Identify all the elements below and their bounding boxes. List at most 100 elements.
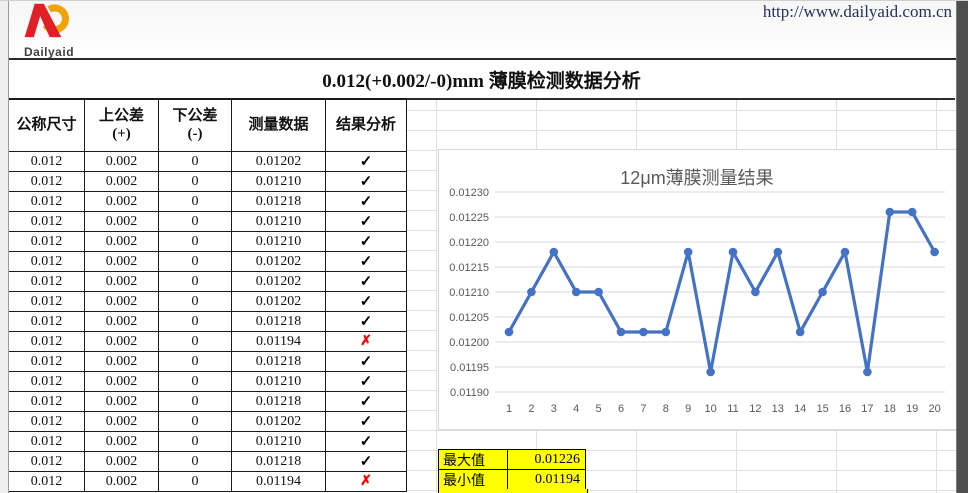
table-cell[interactable]: 0.002 bbox=[85, 452, 159, 472]
table-cell[interactable]: 0 bbox=[159, 292, 232, 312]
result-cell[interactable]: ✓ bbox=[326, 312, 407, 332]
table-cell[interactable]: 0.002 bbox=[85, 252, 159, 272]
table-cell[interactable]: 0 bbox=[159, 412, 232, 432]
table-cell[interactable]: 0.01210 bbox=[232, 372, 326, 392]
result-cell[interactable]: ✓ bbox=[326, 412, 407, 432]
table-cell[interactable]: 0.012 bbox=[9, 292, 85, 312]
table-cell[interactable]: 0.002 bbox=[85, 392, 159, 412]
table-cell[interactable]: 0.002 bbox=[85, 352, 159, 372]
site-url-link[interactable]: http://www.dailyaid.com.cn bbox=[762, 2, 952, 21]
column-header[interactable]: 下公差 (-) bbox=[159, 100, 232, 152]
table-cell[interactable]: 0.012 bbox=[9, 372, 85, 392]
table-cell[interactable]: 0.002 bbox=[85, 212, 159, 232]
table-cell[interactable]: 0.01218 bbox=[232, 452, 326, 472]
column-header[interactable]: 上公差 (+) bbox=[85, 100, 159, 152]
result-cell[interactable]: ✓ bbox=[326, 272, 407, 292]
result-cell[interactable]: ✓ bbox=[326, 172, 407, 192]
result-cell[interactable]: ✗ bbox=[326, 332, 407, 352]
table-cell[interactable]: 0.01218 bbox=[232, 352, 326, 372]
table-cell[interactable]: 0 bbox=[159, 392, 232, 412]
table-cell[interactable]: 0.002 bbox=[85, 332, 159, 352]
column-header[interactable]: 测量数据 bbox=[232, 100, 326, 152]
table-cell[interactable]: 0.01202 bbox=[232, 272, 326, 292]
table-cell[interactable]: 0.012 bbox=[9, 232, 85, 252]
table-cell[interactable]: 0.01210 bbox=[232, 432, 326, 452]
table-cell[interactable]: 0.002 bbox=[85, 472, 159, 492]
table-cell[interactable]: 0.01210 bbox=[232, 172, 326, 192]
table-cell[interactable]: 0.01202 bbox=[232, 412, 326, 432]
table-cell[interactable]: 0.01202 bbox=[232, 252, 326, 272]
result-cell[interactable]: ✓ bbox=[326, 192, 407, 212]
table-cell[interactable]: 0.012 bbox=[9, 212, 85, 232]
table-cell[interactable]: 0.002 bbox=[85, 232, 159, 252]
result-cell[interactable]: ✗ bbox=[326, 472, 407, 492]
table-cell[interactable]: 0.002 bbox=[85, 412, 159, 432]
table-cell[interactable]: 0.01202 bbox=[232, 152, 326, 172]
table-cell[interactable]: 0.01202 bbox=[232, 292, 326, 312]
table-cell[interactable]: 0.01194 bbox=[232, 472, 326, 492]
table-cell[interactable]: 0 bbox=[159, 252, 232, 272]
table-row: 0.012 0.002 0 0.01194 ✗ bbox=[9, 332, 407, 352]
table-cell[interactable]: 0.002 bbox=[85, 432, 159, 452]
table-cell[interactable]: 0.012 bbox=[9, 272, 85, 292]
table-cell[interactable]: 0.002 bbox=[85, 192, 159, 212]
table-cell[interactable]: 0.012 bbox=[9, 412, 85, 432]
measurement-chart[interactable]: 12μm薄膜测量结果 0.01230 0.01225 0.01220 0.01215 0.… bbox=[438, 149, 957, 430]
table-cell[interactable]: 0.012 bbox=[9, 432, 85, 452]
table-cell[interactable]: 0 bbox=[159, 212, 232, 232]
table-cell[interactable]: 0 bbox=[159, 472, 232, 492]
table-cell[interactable]: 0.012 bbox=[9, 452, 85, 472]
table-cell[interactable]: 0 bbox=[159, 232, 232, 252]
table-cell[interactable]: 0 bbox=[159, 432, 232, 452]
table-cell[interactable]: 0 bbox=[159, 152, 232, 172]
table-cell[interactable]: 0.01218 bbox=[232, 392, 326, 412]
table-cell[interactable]: 0.002 bbox=[85, 152, 159, 172]
summary-label-cell[interactable]: 最小值 bbox=[438, 469, 508, 489]
table-cell[interactable]: 0 bbox=[159, 372, 232, 392]
column-header[interactable]: 结果分析 bbox=[326, 100, 407, 152]
table-cell[interactable]: 0.012 bbox=[9, 312, 85, 332]
table-cell[interactable]: 0.01194 bbox=[232, 332, 326, 352]
table-cell[interactable]: 0 bbox=[159, 312, 232, 332]
table-cell[interactable]: 0.01218 bbox=[232, 312, 326, 332]
result-cell[interactable]: ✓ bbox=[326, 232, 407, 252]
table-cell[interactable]: 0.012 bbox=[9, 392, 85, 412]
summary-value-cell[interactable]: 0.01194 bbox=[508, 469, 586, 489]
table-cell[interactable]: 0.002 bbox=[85, 272, 159, 292]
table-cell[interactable]: 0.01210 bbox=[232, 232, 326, 252]
table-cell[interactable]: 0 bbox=[159, 272, 232, 292]
table-cell[interactable]: 0.01210 bbox=[232, 212, 326, 232]
table-cell[interactable]: 0.012 bbox=[9, 352, 85, 372]
chart-title: 12μm薄膜测量结果 bbox=[620, 168, 773, 188]
table-cell[interactable]: 0 bbox=[159, 172, 232, 192]
table-cell[interactable]: 0 bbox=[159, 452, 232, 472]
table-cell[interactable]: 0.012 bbox=[9, 332, 85, 352]
result-cell[interactable]: ✓ bbox=[326, 432, 407, 452]
summary-value-cell[interactable]: 0.01226 bbox=[508, 449, 586, 469]
table-cell[interactable]: 0.002 bbox=[85, 372, 159, 392]
table-cell[interactable]: 0.012 bbox=[9, 252, 85, 272]
result-cell[interactable]: ✓ bbox=[326, 392, 407, 412]
result-cell[interactable]: ✓ bbox=[326, 152, 407, 172]
summary-label-cell[interactable]: 最大值 bbox=[438, 449, 508, 469]
table-cell[interactable]: 0.002 bbox=[85, 292, 159, 312]
table-cell[interactable]: 0.002 bbox=[85, 172, 159, 192]
table-cell[interactable]: 0.012 bbox=[9, 172, 85, 192]
table-cell[interactable]: 0.012 bbox=[9, 472, 85, 492]
result-cell[interactable]: ✓ bbox=[326, 452, 407, 472]
table-cell[interactable]: 0.012 bbox=[9, 192, 85, 212]
result-cell[interactable]: ✓ bbox=[326, 372, 407, 392]
table-cell[interactable]: 0.002 bbox=[85, 312, 159, 332]
result-cell[interactable]: ✓ bbox=[326, 352, 407, 372]
result-cell[interactable]: ✓ bbox=[326, 212, 407, 232]
table-cell[interactable]: 0 bbox=[159, 332, 232, 352]
check-icon: ✓ bbox=[359, 414, 373, 430]
table-cell[interactable]: 0 bbox=[159, 352, 232, 372]
result-cell[interactable]: ✓ bbox=[326, 292, 407, 312]
table-cell[interactable]: 0 bbox=[159, 192, 232, 212]
column-header[interactable]: 公称尺寸 bbox=[9, 100, 85, 152]
table-cell[interactable]: 0.012 bbox=[9, 152, 85, 172]
table-cell[interactable]: 0.01218 bbox=[232, 192, 326, 212]
result-cell[interactable]: ✓ bbox=[326, 252, 407, 272]
report-title-cell[interactable]: 0.012(+0.002/-0)mm 薄膜检测数据分析 bbox=[8, 60, 955, 100]
